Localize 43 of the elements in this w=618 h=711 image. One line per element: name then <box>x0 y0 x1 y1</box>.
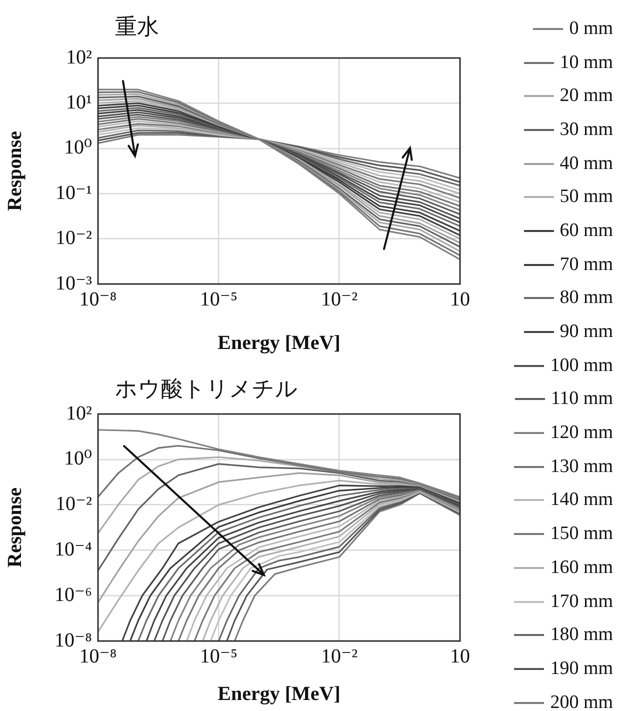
legend-label: 40 mm <box>560 152 613 175</box>
y-tick-label: 10⁰ <box>64 136 92 159</box>
legend-label: 120 mm <box>550 422 613 444</box>
x-tick-label: 10 <box>450 645 470 668</box>
x-tick-label: 10⁻² <box>321 288 358 310</box>
legend-label: 160 mm <box>550 556 613 579</box>
legend-label: 90 mm <box>560 321 613 344</box>
y-tick-label: 10⁰ <box>64 448 92 470</box>
x-tick-label: 10⁻⁵ <box>200 288 238 310</box>
legend-label: 140 mm <box>550 489 613 512</box>
legend-label: 80 mm <box>560 287 613 310</box>
chart-title: ホウ酸トリメチル <box>115 376 298 404</box>
x-axis-title: Energy [MeV] <box>218 332 340 354</box>
legend-label: 150 mm <box>550 523 613 546</box>
legend-label: 190 mm <box>550 658 613 680</box>
x-tick-label: 10 <box>450 288 470 310</box>
y-tick-label: 10¹ <box>66 91 92 114</box>
y-axis-title: Response <box>4 487 26 568</box>
y-tick-label: 10⁻⁶ <box>54 584 92 606</box>
legend-label: 20 mm <box>560 85 613 108</box>
x-tick-label: 10⁻⁵ <box>200 645 238 668</box>
legend-label: 170 mm <box>550 590 613 613</box>
y-tick-label: 10⁻¹ <box>55 182 92 204</box>
y-tick-label: 10⁻² <box>55 227 92 250</box>
y-axis-title: Response <box>4 130 26 212</box>
legend-label: 130 mm <box>550 456 613 478</box>
legend-label: 70 mm <box>560 254 613 276</box>
legend-label: 10 mm <box>560 52 613 74</box>
legend-label: 60 mm <box>560 220 613 242</box>
legend-label: 0 mm <box>569 18 613 40</box>
y-tick-label: 10⁻² <box>55 493 92 516</box>
legend-label: 100 mm <box>550 354 613 377</box>
x-axis-title: Energy [MeV] <box>218 683 340 706</box>
x-tick-label: 10⁻² <box>321 645 358 668</box>
y-tick-label: 10² <box>66 46 92 68</box>
y-tick-label: 10⁻⁴ <box>54 538 92 560</box>
legend-label: 50 mm <box>560 186 613 208</box>
legend-label: 180 mm <box>550 624 613 646</box>
chart-title: 重水 <box>115 14 159 42</box>
y-tick-label: 10² <box>66 402 92 424</box>
legend-label: 110 mm <box>550 388 613 410</box>
legend-label: 30 mm <box>560 118 613 141</box>
legend-label: 200 mm <box>550 692 613 711</box>
